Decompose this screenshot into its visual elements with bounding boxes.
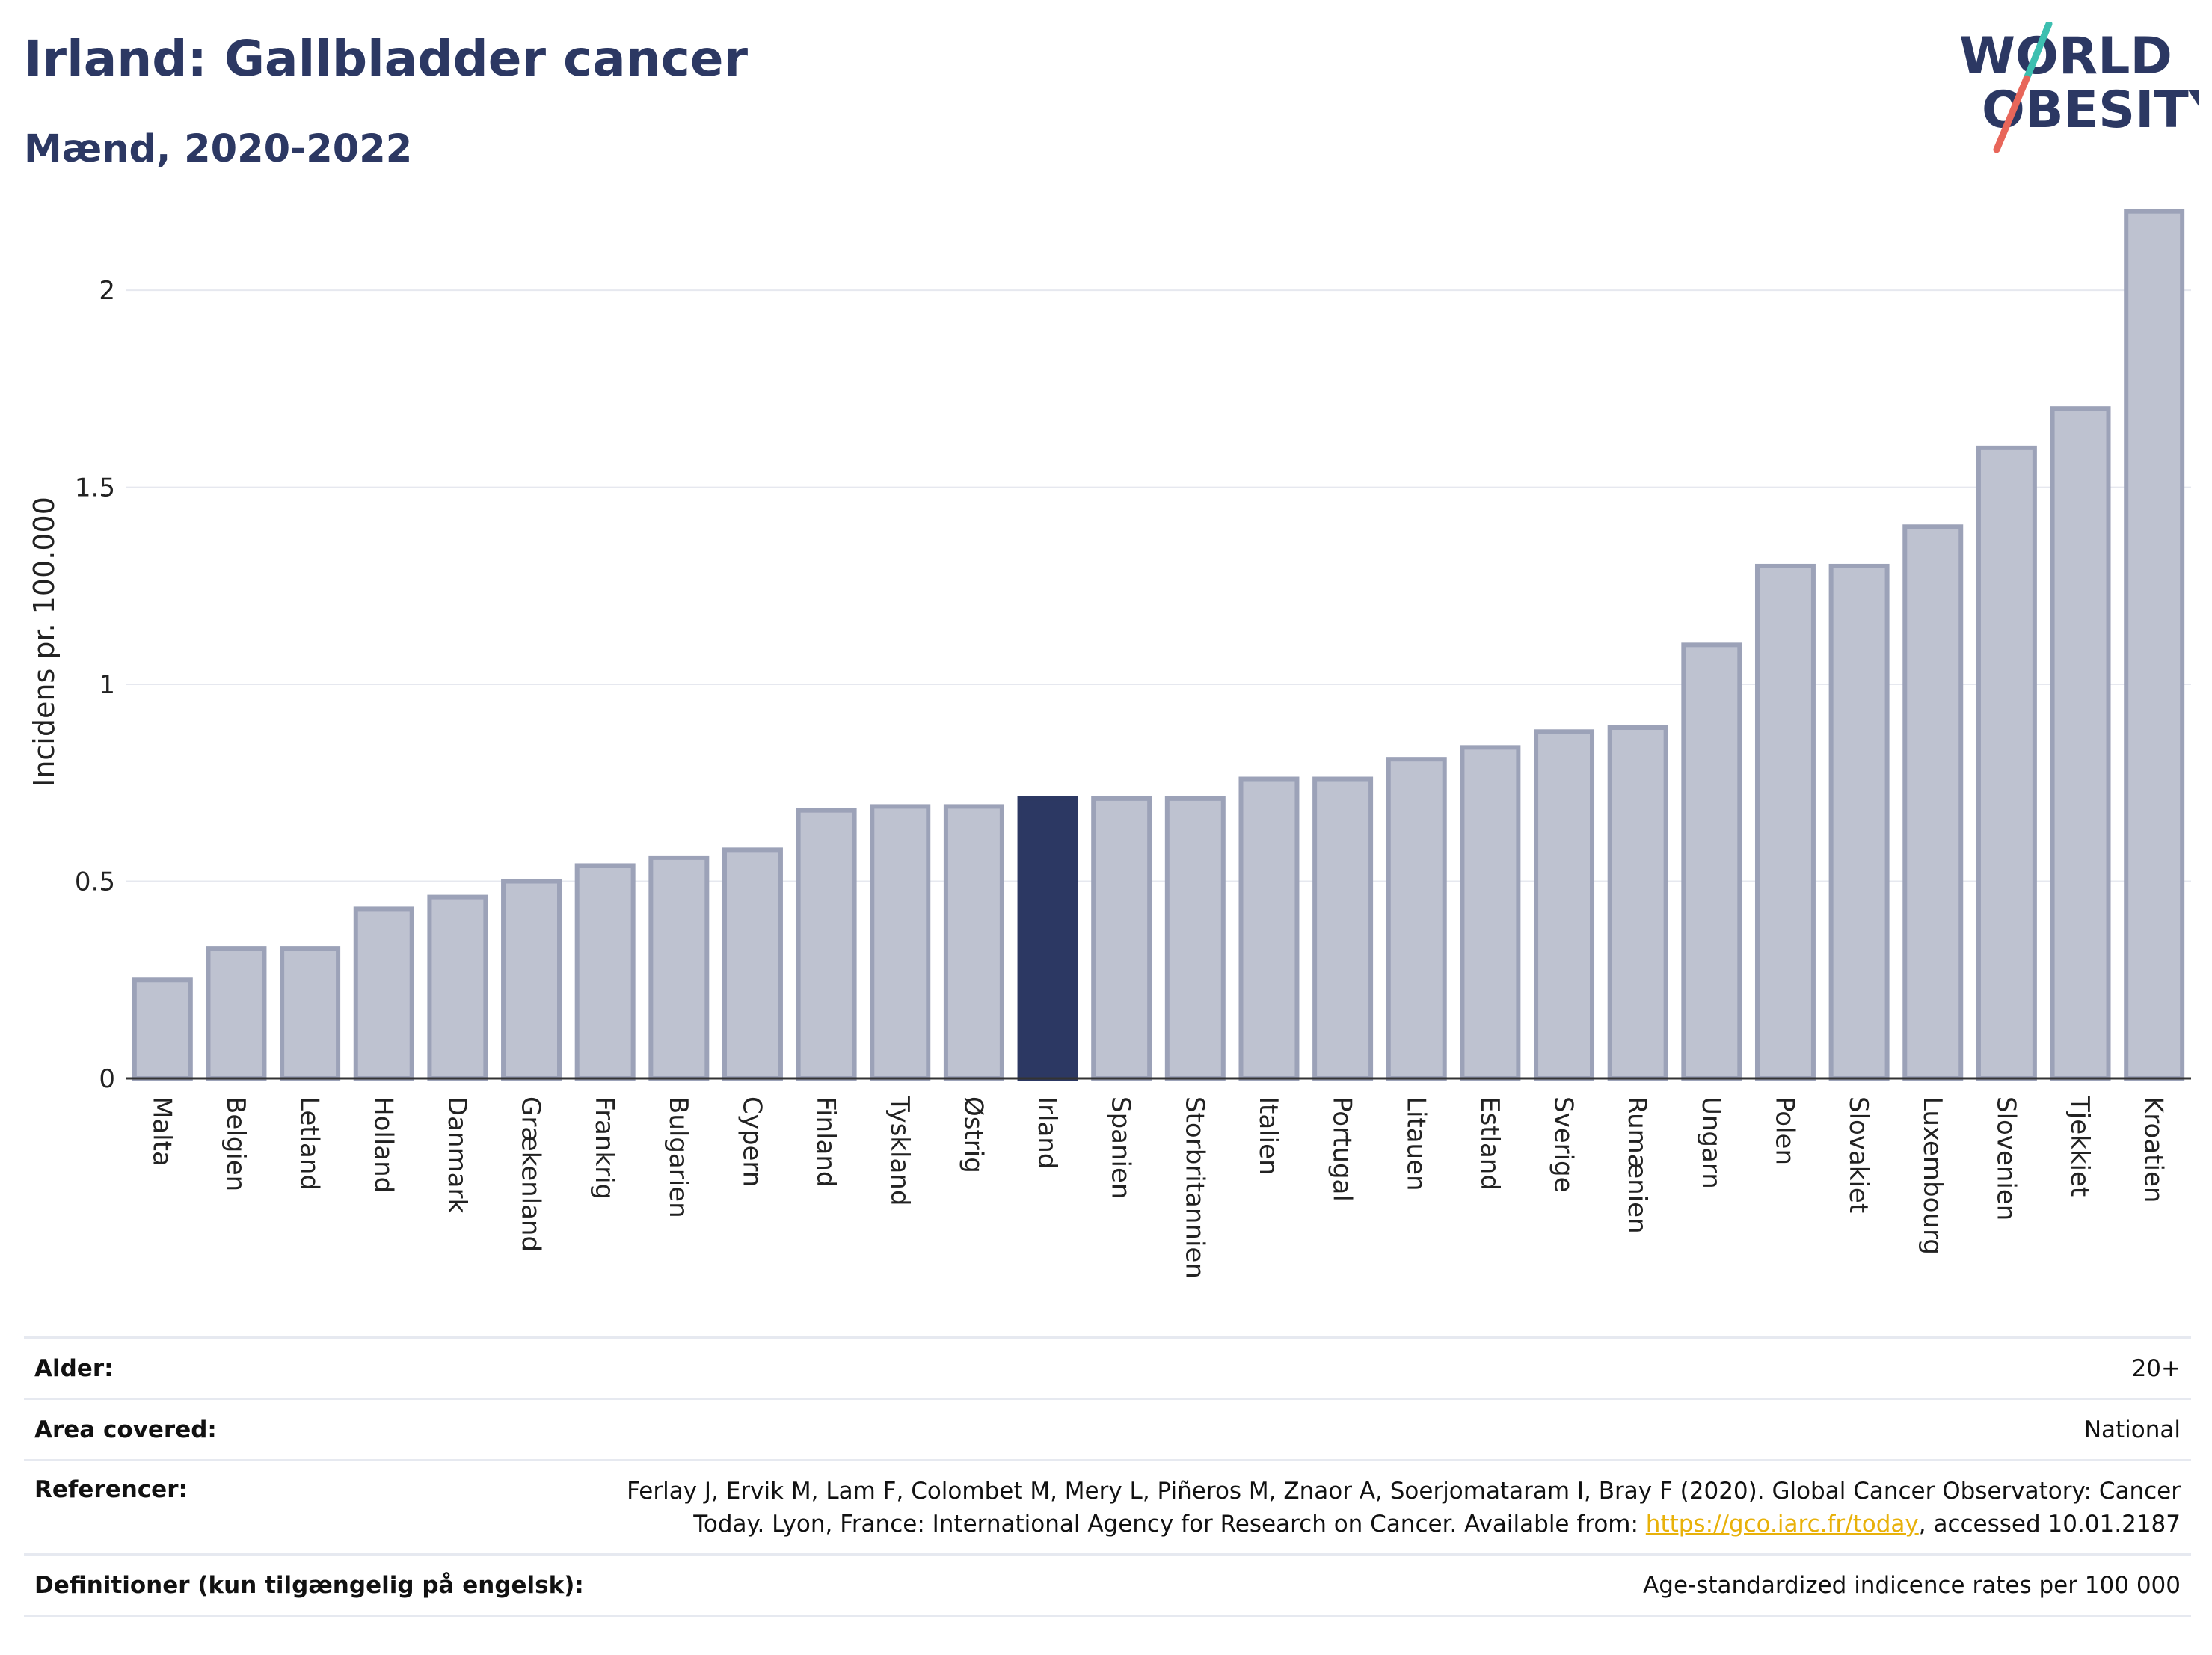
x-tick-label: Tjekkiet — [2065, 1096, 2095, 1197]
x-tick-label: Malta — [147, 1096, 176, 1167]
info-row-area: Area covered: National — [24, 1398, 2191, 1461]
info-row-age: Alder: 20+ — [24, 1336, 2191, 1399]
x-tick-label: Tyskland — [885, 1096, 915, 1206]
x-tick-label: Sverige — [1549, 1096, 1579, 1193]
bar-highlight — [1017, 796, 1078, 1081]
bar — [796, 808, 857, 1081]
reference-link[interactable]: https://gco.iarc.fr/today — [1645, 1510, 1919, 1538]
x-tick-label: Letland — [295, 1096, 325, 1191]
info-value-references: Ferlay J, Ervik M, Lam F, Colombet M, Me… — [613, 1459, 2191, 1555]
x-tick-label: Polen — [1769, 1096, 1799, 1165]
x-tick-label: Holland — [368, 1096, 398, 1193]
bar — [1607, 725, 1668, 1081]
info-value-age: 20+ — [613, 1336, 2191, 1399]
chart-title: Irland: Gallbladder cancer — [24, 30, 749, 87]
y-tick-label: 1 — [99, 670, 115, 700]
bar — [1976, 445, 2037, 1081]
y-tick-label: 0 — [99, 1064, 115, 1094]
bar — [280, 946, 341, 1081]
x-tick-label: Kroatien — [2139, 1096, 2169, 1203]
info-row-definitions: Definitioner (kun tilgængelig på engelsk… — [24, 1553, 2191, 1617]
reference-text: Today. Lyon, France: International Agenc… — [693, 1510, 1646, 1538]
logo-word-world: WORLD — [1959, 27, 2172, 86]
y-tick-label: 0.5 — [75, 868, 115, 897]
bar — [1386, 757, 1447, 1081]
info-label-age: Alder: — [24, 1336, 613, 1399]
bar — [870, 804, 931, 1081]
logo-slash-top-icon — [2023, 22, 2053, 82]
y-tick-label: 2 — [99, 276, 115, 306]
bar — [574, 863, 636, 1081]
bar — [943, 804, 1004, 1081]
bar — [2050, 406, 2111, 1081]
y-axis-label: Incidens pr. 100.000 — [28, 497, 61, 787]
bar — [648, 855, 710, 1081]
bar — [427, 894, 488, 1081]
bar — [501, 879, 562, 1081]
x-tick-label: Finland — [811, 1096, 841, 1188]
info-label-area: Area covered: — [24, 1398, 613, 1461]
bar — [206, 946, 267, 1081]
bar — [353, 906, 414, 1081]
info-row-references: Referencer: Ferlay J, Ervik M, Lam F, Co… — [24, 1459, 2191, 1555]
x-tick-label: Danmark — [442, 1096, 472, 1213]
x-tick-label: Italien — [1253, 1096, 1283, 1176]
info-label-references: Referencer: — [24, 1459, 613, 1555]
bar — [1681, 642, 1742, 1081]
info-value-definitions: Age-standardized indicence rates per 100… — [613, 1553, 2191, 1617]
bar — [2124, 209, 2185, 1081]
reference-line-2: Today. Lyon, France: International Agenc… — [624, 1508, 2181, 1541]
x-axis-labels: Malta Belgien Letland Holland Danmark Grækenl… — [147, 1096, 2168, 1279]
y-axis-ticks: 0 0.5 1 1.5 2 — [75, 276, 115, 1094]
x-tick-label: Spanien — [1106, 1096, 1136, 1199]
bar — [1828, 563, 1890, 1081]
x-tick-label: Storbritannien — [1179, 1096, 1209, 1279]
x-tick-label: Luxembourg — [1917, 1096, 1947, 1255]
bar — [132, 977, 193, 1081]
x-tick-label: Belgien — [221, 1096, 251, 1191]
reference-line-1: Ferlay J, Ervik M, Lam F, Colombet M, Me… — [627, 1477, 2181, 1505]
x-tick-label: Cypern — [737, 1096, 766, 1187]
x-tick-label: Østrig — [958, 1096, 988, 1173]
chart-subtitle: Mænd, 2020-2022 — [24, 127, 413, 171]
bar — [722, 847, 783, 1081]
bar — [1754, 563, 1816, 1081]
bar — [1902, 524, 1964, 1081]
x-tick-label: Portugal — [1327, 1096, 1357, 1202]
bars — [132, 209, 2185, 1081]
x-tick-label: Estland — [1475, 1096, 1505, 1191]
y-tick-label: 1.5 — [75, 473, 115, 503]
x-tick-label: Grækenland — [516, 1096, 546, 1252]
x-tick-label: Slovenien — [1991, 1096, 2021, 1220]
x-tick-label: Rumænien — [1622, 1096, 1652, 1234]
bar — [1091, 796, 1152, 1081]
info-label-definitions: Definitioner (kun tilgængelig på engelsk… — [24, 1553, 613, 1617]
bar — [1238, 776, 1300, 1081]
reference-accessed: , accessed 10.01.2187 — [1918, 1510, 2181, 1538]
bar — [1164, 796, 1226, 1081]
x-tick-label: Slovakiet — [1843, 1096, 1873, 1213]
x-tick-label: Frankrig — [589, 1096, 619, 1200]
info-table: Alder: 20+ Area covered: National Refere… — [24, 1336, 2191, 1617]
x-tick-label: Irland — [1032, 1096, 1062, 1169]
bar-chart: 0 0.5 1 1.5 2 Malta Belgien Letland Holland Danm… — [28, 209, 2191, 1279]
x-tick-label: Bulgarien — [663, 1096, 693, 1218]
x-tick-label: Litauen — [1401, 1096, 1431, 1191]
world-obesity-logo: WORLD OBESITY — [1959, 22, 2199, 153]
bar — [1534, 729, 1595, 1081]
bar — [1460, 745, 1521, 1081]
info-value-area: National — [613, 1398, 2191, 1461]
logo-slash-bottom-icon — [1993, 75, 2030, 153]
x-tick-label: Ungarn — [1696, 1096, 1726, 1189]
bar — [1312, 776, 1374, 1081]
